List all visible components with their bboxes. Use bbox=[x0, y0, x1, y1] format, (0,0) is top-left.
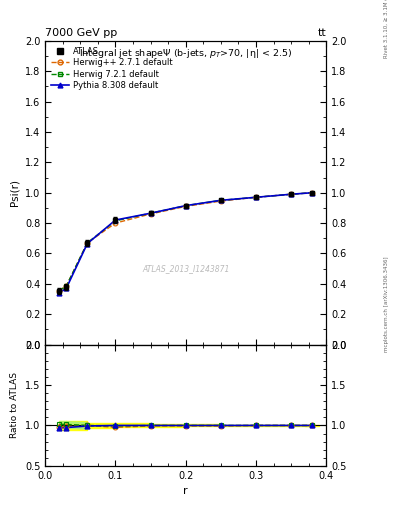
X-axis label: r: r bbox=[184, 486, 188, 496]
Text: mcplots.cern.ch [arXiv:1306.3436]: mcplots.cern.ch [arXiv:1306.3436] bbox=[384, 257, 389, 352]
Text: 7000 GeV pp: 7000 GeV pp bbox=[45, 28, 118, 38]
Text: tt: tt bbox=[318, 28, 326, 38]
Text: ATLAS_2013_I1243871: ATLAS_2013_I1243871 bbox=[142, 264, 230, 273]
Y-axis label: Psi(r): Psi(r) bbox=[9, 179, 19, 206]
Y-axis label: Ratio to ATLAS: Ratio to ATLAS bbox=[10, 372, 19, 438]
Text: Integral jet shapeΨ (b-jets, $p_T$>70, |η| < 2.5): Integral jet shapeΨ (b-jets, $p_T$>70, |… bbox=[79, 47, 292, 60]
Legend: ATLAS, Herwig++ 2.7.1 default, Herwig 7.2.1 default, Pythia 8.308 default: ATLAS, Herwig++ 2.7.1 default, Herwig 7.… bbox=[48, 44, 176, 94]
Text: Rivet 3.1.10, ≥ 3.1M events: Rivet 3.1.10, ≥ 3.1M events bbox=[384, 0, 389, 57]
